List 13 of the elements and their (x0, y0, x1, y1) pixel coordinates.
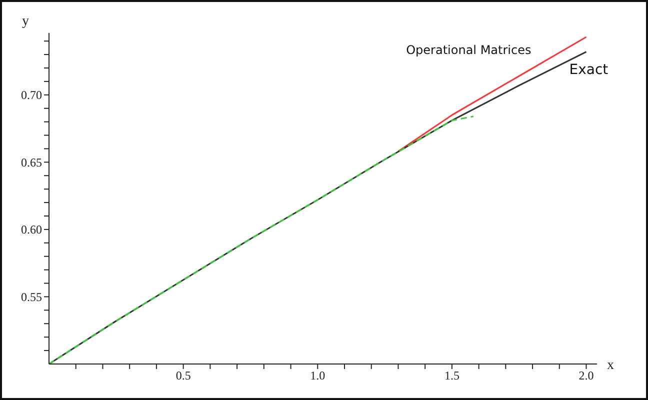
y-tick-label: 0.65 (21, 155, 42, 170)
x-tick-label: 0.5 (176, 368, 191, 383)
x-tick-label: 1.0 (310, 368, 326, 383)
y-tick-label: 0.70 (21, 88, 42, 102)
series-label: Exact (569, 62, 609, 78)
y-tick-label: 0.55 (21, 290, 42, 304)
x-tick-label: 1.5 (444, 368, 460, 383)
x-tick-label: 2.0 (578, 368, 594, 383)
series-label: Operational Matrices (406, 43, 532, 58)
y-axis-title: y (22, 14, 29, 29)
x-axis-title: x (607, 358, 614, 373)
line-series (49, 116, 474, 364)
y-tick-label: 0.60 (21, 222, 42, 237)
